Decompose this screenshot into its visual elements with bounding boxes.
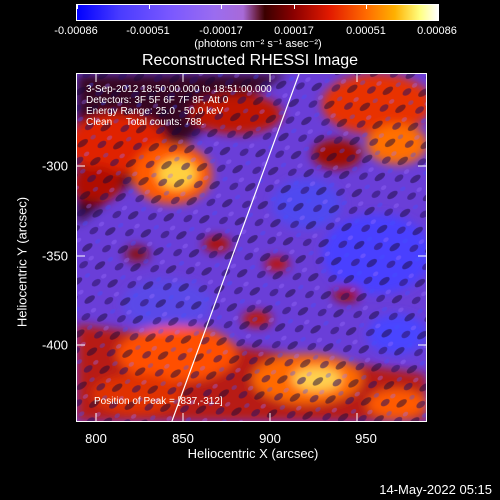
x-tick-label: 900 — [259, 431, 281, 446]
colorbar-tick-label: -0.00051 — [126, 25, 170, 37]
y-tick-label: -300 — [41, 158, 68, 174]
colorbar-unit-label: (photons cm⁻² s⁻¹ asec⁻²) — [194, 38, 322, 50]
x-tick-label: 850 — [172, 431, 194, 446]
solar-limb-line — [171, 74, 300, 421]
time-range-text: 3-Sep-2012 18:50:00.000 to 18:51:00.000 — [86, 84, 272, 95]
peak-position-text: Position of Peak = [837,-312] — [94, 396, 223, 407]
detectors-text: Detectors: 3F 5F 6F 7F 8F, Att 0 — [86, 95, 229, 106]
image-title: Reconstructed RHESSI Image — [141, 52, 359, 69]
y-tick-label: -400 — [41, 337, 68, 353]
x-tick-label: 950 — [355, 431, 377, 446]
energy-range-text: Energy Range: 25.0 - 50.0 keV — [86, 106, 224, 117]
colorbar-tick-label: 0.00086 — [417, 25, 457, 37]
y-tick-label: -350 — [41, 248, 68, 264]
colorbar-tick-label: -0.00086 — [54, 25, 98, 37]
colorbar-tick-label: -0.00017 — [199, 25, 243, 37]
x-tick-label: 800 — [85, 431, 107, 446]
image-plot-area: 3-Sep-2012 18:50:00.000 to 18:51:00.000 … — [76, 73, 427, 422]
y-axis-label: Heliocentric Y (arcsec) — [14, 196, 30, 328]
timestamp: 14-May-2022 05:15 — [379, 482, 492, 497]
clean-counts-text: Clean Total counts: 788. — [86, 117, 205, 128]
observation-info: 3-Sep-2012 18:50:00.000 to 18:51:00.000 … — [86, 84, 272, 128]
colorbar — [76, 4, 439, 21]
colorbar-tick-label: 0.00051 — [346, 25, 386, 37]
colorbar-tick-label: 0.00017 — [274, 25, 314, 37]
intensity-map — [77, 74, 426, 421]
x-axis-label: Heliocentric X (arcsec) — [187, 446, 319, 461]
